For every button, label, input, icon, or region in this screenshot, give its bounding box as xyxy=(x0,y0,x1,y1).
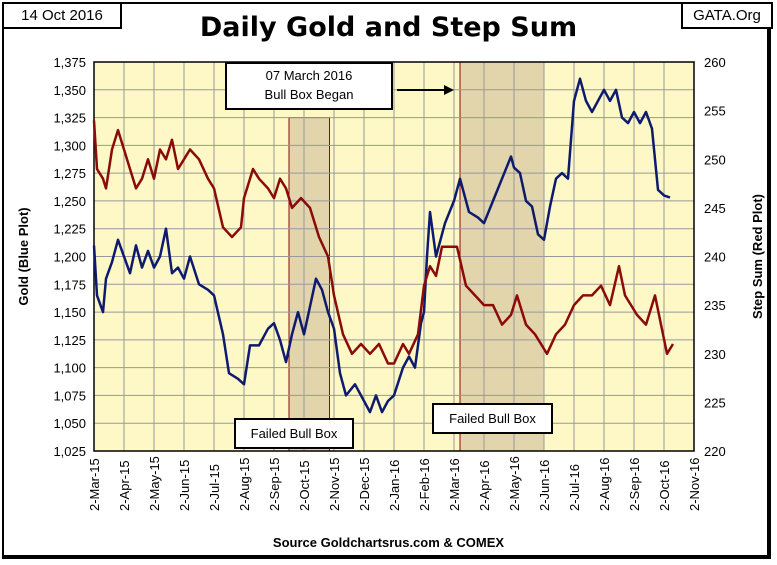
x-tick-label: 2-Jun-15 xyxy=(177,460,192,511)
y-tick-label: 1,300 xyxy=(53,138,86,153)
gold-line xyxy=(92,77,671,414)
x-tick-label: 2-May-16 xyxy=(507,456,522,511)
y2-tick-label: 260 xyxy=(704,55,726,70)
y2-tick-label: 250 xyxy=(704,152,726,167)
x-tick-label: 2-Apr-16 xyxy=(477,460,492,511)
y-tick-label: 1,325 xyxy=(53,111,86,126)
bull-box-began-annotation: 07 March 2016 Bull Box Began xyxy=(225,62,393,110)
y-tick-label: 1,250 xyxy=(53,194,86,209)
source-note: Source Goldchartsrus.com & COMEX xyxy=(272,535,505,550)
x-tick-label: 2-Jul-16 xyxy=(567,464,582,511)
x-tick-label: 2-Jul-15 xyxy=(207,464,222,511)
y2-axis-title: Step Sum (Red Plot) xyxy=(750,194,765,319)
y2-tick-label: 230 xyxy=(704,347,726,362)
y-tick-label: 1,125 xyxy=(53,333,86,348)
y2-tick-label: 225 xyxy=(704,395,726,410)
credit-label: GATA.Org xyxy=(681,2,773,29)
chart-title: Daily Gold and Step Sum xyxy=(199,12,578,43)
x-tick-label: 2-May-15 xyxy=(147,456,162,511)
y-tick-label: 1,350 xyxy=(53,83,86,98)
annotation-line-1: 07 March 2016 xyxy=(265,68,353,83)
x-tick-label: 2-Jun-16 xyxy=(537,460,552,511)
step-sum-line xyxy=(92,120,675,365)
arrow-head xyxy=(444,85,454,95)
x-tick-label: 2-Jan-16 xyxy=(387,460,402,511)
y-tick-label: 1,375 xyxy=(53,55,86,70)
x-tick-label: 2-Oct-15 xyxy=(297,460,312,511)
failed-bull-box-2: Failed Bull Box xyxy=(432,403,553,434)
y-tick-label: 1,075 xyxy=(53,388,86,403)
date-label: 14 Oct 2016 xyxy=(2,2,122,29)
x-tick-label: 2-Aug-15 xyxy=(237,458,252,511)
x-tick-label: 2-Sep-16 xyxy=(627,458,642,511)
x-tick-label: 2-Nov-15 xyxy=(327,458,342,511)
y-tick-label: 1,275 xyxy=(53,166,86,181)
x-tick-label: 2-Oct-16 xyxy=(657,460,672,511)
y-tick-label: 1,050 xyxy=(53,416,86,431)
x-tick-label: 2-Mar-16 xyxy=(447,458,462,511)
x-tick-label: 2-Sep-15 xyxy=(267,458,282,511)
y-tick-label: 1,100 xyxy=(53,361,86,376)
y-tick-label: 1,025 xyxy=(53,444,86,459)
x-tick-label: 2-Aug-16 xyxy=(597,458,612,511)
y-tick-label: 1,200 xyxy=(53,250,86,265)
y2-tick-label: 235 xyxy=(704,298,726,313)
x-tick-label: 2-Feb-16 xyxy=(417,458,432,511)
failed-bull-box-1: Failed Bull Box xyxy=(234,418,354,449)
y-tick-label: 1,150 xyxy=(53,305,86,320)
annotation-line-2: Bull Box Began xyxy=(264,87,354,102)
x-tick-label: 2-Apr-15 xyxy=(117,460,132,511)
y2-tick-label: 220 xyxy=(704,444,726,459)
chart-frame xyxy=(2,2,771,559)
y2-tick-label: 240 xyxy=(704,250,726,265)
y-axis-title: Gold (Blue Plot) xyxy=(16,207,31,305)
y2-tick-label: 245 xyxy=(704,201,726,216)
x-tick-label: 2-Dec-15 xyxy=(357,458,372,511)
x-tick-label: 2-Nov-16 xyxy=(687,458,702,511)
y-tick-label: 1,225 xyxy=(53,222,86,237)
y-tick-label: 1,175 xyxy=(53,277,86,292)
x-tick-label: 2-Mar-15 xyxy=(87,458,102,511)
y2-tick-label: 255 xyxy=(704,104,726,119)
